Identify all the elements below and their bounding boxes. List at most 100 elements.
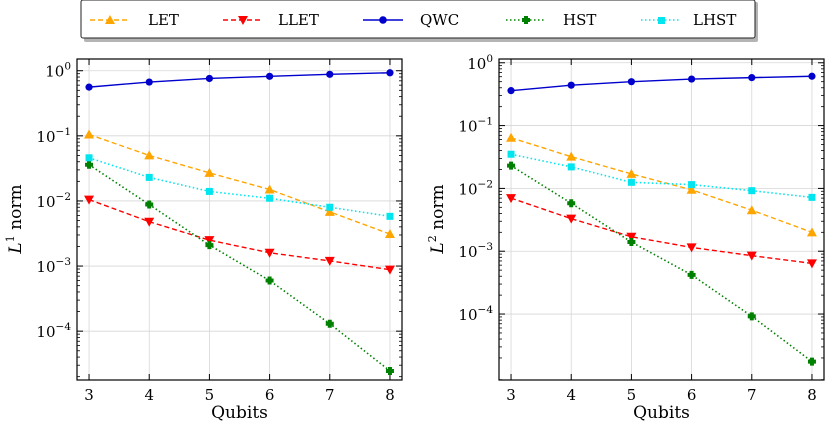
data-point-lhst-6 bbox=[266, 194, 274, 202]
data-point-llet-5 bbox=[626, 232, 637, 242]
y-tick-base: 10 bbox=[467, 55, 486, 73]
data-point-qwc-7 bbox=[326, 70, 334, 78]
series-line-lhst bbox=[510, 153, 813, 199]
y-tick-label: 10−4 bbox=[458, 304, 493, 324]
x-tick-label: 5 bbox=[205, 386, 215, 404]
y-tick-exponent: −2 bbox=[478, 178, 493, 190]
data-point-llet-5 bbox=[204, 236, 215, 246]
x-tick-label: 7 bbox=[325, 386, 335, 404]
data-point-hst-7 bbox=[325, 319, 334, 328]
plot-l1-ylabel-main: L bbox=[6, 242, 26, 254]
y-tick-label: 10−2 bbox=[458, 178, 493, 198]
legend-marker-qwc bbox=[379, 16, 387, 24]
data-point-let-4 bbox=[144, 150, 155, 160]
data-point-llet-7 bbox=[324, 256, 335, 266]
data-point-lhst-8 bbox=[808, 193, 816, 201]
data-point-llet-6 bbox=[686, 243, 697, 253]
data-point-llet-8 bbox=[806, 259, 817, 269]
data-point-llet-6 bbox=[264, 248, 275, 258]
data-point-qwc-5 bbox=[627, 78, 636, 86]
data-point-llet-3 bbox=[84, 195, 95, 205]
y-tick-exponent: −4 bbox=[478, 304, 494, 316]
data-point-llet-4 bbox=[566, 214, 577, 224]
data-point-qwc-3 bbox=[85, 83, 93, 91]
data-point-let-7 bbox=[324, 206, 335, 216]
y-tick-label: 10−1 bbox=[458, 116, 493, 136]
data-point-let-3 bbox=[506, 132, 517, 142]
legend-entry-hst: HST bbox=[506, 11, 596, 29]
series-line-let bbox=[88, 133, 391, 235]
y-tick-base: 10 bbox=[458, 118, 477, 136]
series-line-hst bbox=[510, 165, 813, 363]
plot-l2-ylabel-rest: norm bbox=[428, 184, 448, 235]
data-point-lhst-3 bbox=[507, 150, 515, 158]
data-point-lhst-5 bbox=[627, 178, 635, 186]
y-tick-exponent: −1 bbox=[478, 116, 493, 128]
data-point-lhst-5 bbox=[205, 187, 213, 195]
legend-entry-let: LET bbox=[90, 11, 179, 29]
legend-entry-llet: LLET bbox=[223, 11, 319, 29]
series-line-hst bbox=[88, 164, 391, 372]
data-point-lhst-4 bbox=[145, 173, 153, 181]
data-point-llet-8 bbox=[384, 265, 395, 275]
y-tick-base: 10 bbox=[36, 258, 55, 276]
data-point-let-4 bbox=[566, 151, 577, 161]
y-tick-base: 10 bbox=[458, 243, 477, 261]
series-line-qwc bbox=[510, 75, 812, 92]
legend-marker-llet bbox=[238, 16, 248, 25]
y-tick-label: 100 bbox=[45, 61, 71, 81]
y-tick-label: 10−2 bbox=[36, 191, 71, 211]
data-point-lhst-8 bbox=[386, 212, 394, 220]
plot-l2-frame bbox=[498, 58, 825, 381]
y-tick-label: 10−1 bbox=[36, 126, 71, 146]
legend-label-let: LET bbox=[148, 11, 179, 29]
data-point-let-8 bbox=[806, 227, 817, 237]
plot-l2-ylabel: L2 norm bbox=[426, 184, 448, 254]
data-point-lhst-7 bbox=[326, 203, 334, 211]
x-tick-label: 7 bbox=[747, 386, 757, 404]
legend-label-llet: LLET bbox=[278, 11, 319, 29]
x-tick-label: 4 bbox=[566, 386, 576, 404]
plot-l2-series bbox=[506, 72, 817, 366]
legend-frame bbox=[80, 0, 756, 39]
y-tick-exponent: 0 bbox=[486, 53, 493, 65]
y-tick-label: 10−3 bbox=[458, 241, 493, 261]
x-tick-label: 8 bbox=[385, 386, 395, 404]
data-point-qwc-4 bbox=[145, 78, 153, 86]
series-line-let bbox=[510, 137, 813, 233]
data-point-qwc-4 bbox=[567, 81, 575, 89]
plot-l2-xlabel: Qubits bbox=[633, 403, 690, 423]
y-tick-label: 10−4 bbox=[36, 321, 71, 341]
data-point-hst-3 bbox=[507, 161, 516, 170]
series-line-lhst bbox=[88, 157, 391, 218]
data-point-let-8 bbox=[384, 229, 395, 239]
y-tick-label: 10−3 bbox=[36, 256, 71, 276]
plot-l1-ylabel: L1 norm bbox=[4, 184, 26, 254]
legend-label-hst: HST bbox=[563, 11, 596, 29]
legend-marker-hst bbox=[522, 16, 530, 24]
x-tick-label: 6 bbox=[687, 386, 697, 404]
y-tick-base: 10 bbox=[36, 193, 55, 211]
data-point-hst-6 bbox=[687, 270, 696, 279]
data-point-lhst-3 bbox=[85, 154, 93, 162]
y-tick-base: 10 bbox=[36, 128, 55, 146]
plot-l1-ylabel-rest: norm bbox=[6, 184, 26, 235]
plot-l1-grid bbox=[77, 59, 402, 380]
series-line-llet bbox=[88, 198, 391, 271]
legend-marker-let bbox=[105, 15, 115, 24]
x-tick-label: 6 bbox=[265, 386, 275, 404]
data-point-lhst-6 bbox=[688, 181, 696, 189]
data-point-hst-6 bbox=[265, 276, 274, 285]
data-point-hst-8 bbox=[807, 357, 816, 366]
legend-entry-lhst: LHST bbox=[641, 11, 736, 29]
data-point-hst-8 bbox=[385, 366, 394, 375]
y-tick-base: 10 bbox=[458, 306, 477, 324]
data-point-qwc-3 bbox=[507, 87, 515, 95]
y-tick-base: 10 bbox=[45, 63, 64, 81]
data-point-hst-5 bbox=[627, 238, 636, 247]
legend-label-lhst: LHST bbox=[693, 11, 736, 29]
y-tick-exponent: −3 bbox=[56, 256, 71, 268]
